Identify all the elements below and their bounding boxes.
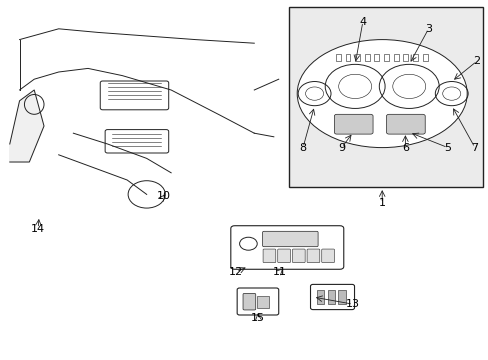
Text: 4: 4 [359, 17, 366, 27]
FancyBboxPatch shape [262, 231, 318, 247]
Bar [257, 296, 269, 308]
Text: 8: 8 [299, 143, 306, 153]
Text: 13: 13 [346, 299, 359, 309]
Text: 10: 10 [157, 191, 170, 201]
FancyBboxPatch shape [321, 249, 334, 262]
Text: 9: 9 [337, 143, 345, 153]
Bar [354, 54, 359, 61]
Polygon shape [10, 90, 44, 162]
Text: 5: 5 [444, 143, 450, 153]
Text: 15: 15 [251, 312, 264, 323]
FancyBboxPatch shape [292, 249, 305, 262]
FancyBboxPatch shape [237, 288, 278, 315]
FancyBboxPatch shape [334, 114, 372, 134]
Bar [345, 54, 349, 61]
Bar [327, 290, 334, 304]
Text: 6: 6 [401, 143, 408, 153]
FancyBboxPatch shape [243, 293, 255, 310]
Text: 1: 1 [378, 198, 385, 208]
Bar [335, 54, 340, 61]
Bar [374, 54, 379, 61]
FancyBboxPatch shape [310, 284, 354, 310]
Text: 3: 3 [424, 24, 431, 34]
FancyBboxPatch shape [230, 226, 343, 269]
Ellipse shape [297, 40, 466, 148]
Bar [316, 290, 324, 304]
Bar [412, 54, 417, 61]
Bar [364, 54, 369, 61]
FancyBboxPatch shape [306, 249, 319, 262]
Text: 7: 7 [470, 143, 477, 153]
Bar [422, 54, 427, 61]
Bar [338, 290, 345, 304]
Text: 14: 14 [31, 224, 45, 234]
Bar [289, 7, 482, 187]
FancyBboxPatch shape [386, 114, 425, 134]
Bar [403, 54, 407, 61]
FancyBboxPatch shape [263, 249, 275, 262]
Text: 12: 12 [229, 267, 243, 277]
Bar [393, 54, 398, 61]
FancyBboxPatch shape [277, 249, 290, 262]
Text: 2: 2 [472, 56, 479, 66]
Bar [384, 54, 388, 61]
Text: 11: 11 [272, 267, 286, 277]
